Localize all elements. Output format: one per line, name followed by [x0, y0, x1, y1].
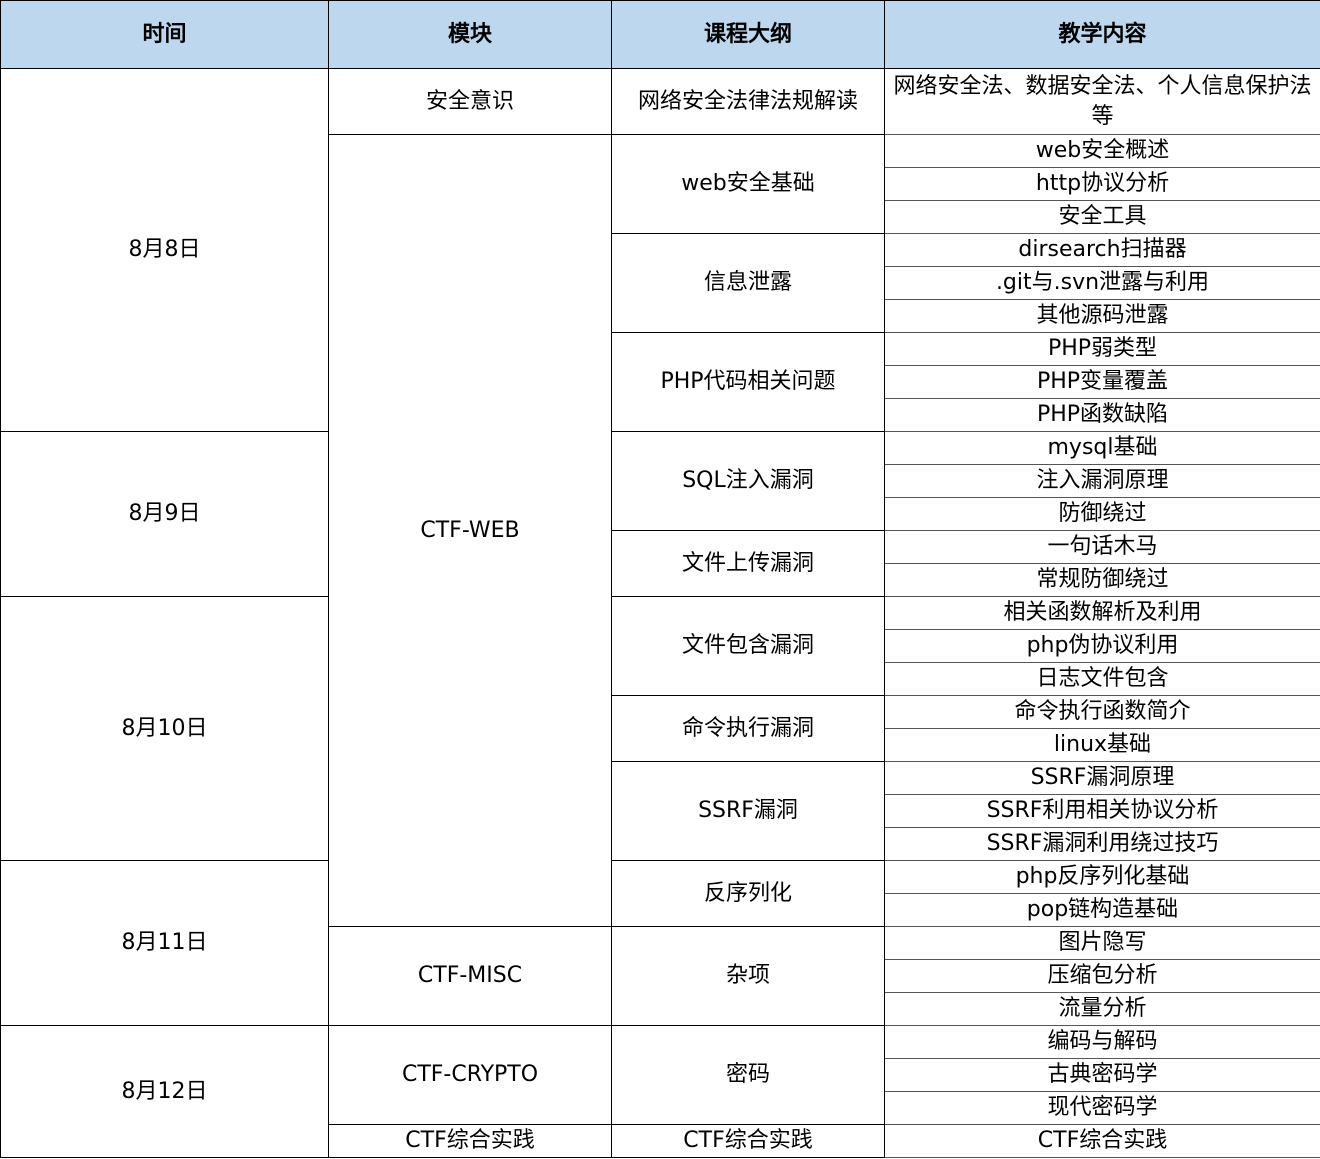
header-time: 时间 [0, 0, 329, 69]
date-cell: 8月12日 [0, 1025, 329, 1158]
table-row: 防御绕过 [1, 497, 1320, 531]
content-cell: 编码与解码 [884, 1025, 1320, 1059]
content-cell: SSRF漏洞原理 [884, 761, 1320, 795]
table-row: 8月8日 安全意识 网络安全法律法规解读 网络安全法、数据安全法、个人信息保护法等 [0, 68, 1320, 432]
table-row: 命令执行漏洞 命令执行函数简介 [1, 695, 1320, 762]
content-cell: .git与.svn泄露与利用 [884, 266, 1320, 300]
table-row: 8月10日 文件包含漏洞 相关函数解析及利用 [0, 596, 1320, 861]
content-cell: 一句话木马 [884, 530, 1320, 564]
outline-cell: CTF综合实践 [611, 1124, 885, 1158]
module-cell: CTF-MISC [328, 926, 612, 1026]
header-module: 模块 [328, 0, 612, 69]
content-cell: 古典密码学 [884, 1058, 1320, 1092]
outline-cell: PHP代码相关问题 [611, 332, 885, 432]
content-cell: SSRF利用相关协议分析 [884, 794, 1320, 828]
content-cell: http协议分析 [884, 167, 1320, 201]
content-cell: 压缩包分析 [884, 959, 1320, 993]
content-cell: 命令执行函数简介 [884, 695, 1320, 729]
table-row: PHP代码相关问题 PHP弱类型 [1, 332, 1320, 432]
content-cell: 安全工具 [884, 200, 1320, 234]
module-cell: CTF-WEB [328, 134, 612, 927]
table-row: 流量分析 [1, 992, 1320, 1026]
content-cell: 其他源码泄露 [884, 299, 1320, 333]
table-row: 现代密码学 [1, 1091, 1320, 1125]
table-row: 8月9日 SQL注入漏洞 mysql基础 [0, 431, 1320, 597]
table-row: 8月11日 反序列化 php反序列化基础 [0, 860, 1320, 1026]
table-row: CTF-WEB web安全基础 web安全概述 [1, 134, 1320, 927]
table-row: 日志文件包含 [1, 662, 1320, 696]
outline-cell: 信息泄露 [611, 233, 885, 333]
content-cell: mysql基础 [884, 431, 1320, 465]
content-cell: CTF综合实践 [884, 1124, 1320, 1158]
module-cell: CTF综合实践 [328, 1124, 612, 1158]
outline-cell: 文件包含漏洞 [611, 596, 885, 696]
table-row: 常规防御绕过 [1, 563, 1320, 597]
outline-cell: 杂项 [611, 926, 885, 1026]
content-cell: web安全概述 [884, 134, 1320, 168]
content-cell: PHP变量覆盖 [884, 365, 1320, 399]
outline-cell: 网络安全法律法规解读 [611, 68, 885, 135]
content-cell: 防御绕过 [884, 497, 1320, 531]
table-row: 8月12日 CTF-CRYPTO 密码 编码与解码 [0, 1025, 1320, 1158]
table-row: 压缩包分析 [1, 959, 1320, 993]
content-cell: dirsearch扫描器 [884, 233, 1320, 267]
content-cell: php伪协议利用 [884, 629, 1320, 663]
table-row: 古典密码学 [1, 1058, 1320, 1092]
module-cell: CTF-CRYPTO [328, 1025, 612, 1125]
header-outline: 课程大纲 [611, 0, 885, 69]
outline-cell: 密码 [611, 1025, 885, 1125]
content-cell: pop链构造基础 [884, 893, 1320, 927]
content-cell: php反序列化基础 [884, 860, 1320, 894]
content-cell: 流量分析 [884, 992, 1320, 1026]
header-row: 时间 模块 课程大纲 教学内容 [0, 0, 1320, 69]
content-cell: PHP弱类型 [884, 332, 1320, 366]
table-row: CTF综合实践 CTF综合实践 CTF综合实践 [1, 1124, 1320, 1158]
header-content: 教学内容 [884, 0, 1320, 69]
content-cell: 常规防御绕过 [884, 563, 1320, 597]
table-row: .git与.svn泄露与利用 [1, 266, 1320, 300]
date-cell: 8月11日 [0, 860, 329, 1026]
date-cell: 8月8日 [0, 68, 329, 432]
outline-cell: SQL注入漏洞 [611, 431, 885, 531]
outline-cell: web安全基础 [611, 134, 885, 234]
content-cell: 图片隐写 [884, 926, 1320, 960]
outline-cell: 文件上传漏洞 [611, 530, 885, 597]
content-cell: 注入漏洞原理 [884, 464, 1320, 498]
outline-cell: 命令执行漏洞 [611, 695, 885, 762]
table-row: linux基础 [1, 728, 1320, 762]
table-row: SSRF漏洞利用绕过技巧 [1, 827, 1320, 861]
content-cell: 日志文件包含 [884, 662, 1320, 696]
table-row: SSRF漏洞 SSRF漏洞原理 [1, 761, 1320, 861]
content-cell: 现代密码学 [884, 1091, 1320, 1125]
outline-cell: SSRF漏洞 [611, 761, 885, 861]
content-cell: 网络安全法、数据安全法、个人信息保护法等 [884, 68, 1320, 135]
table-row: 文件上传漏洞 一句话木马 [1, 530, 1320, 597]
content-cell: SSRF漏洞利用绕过技巧 [884, 827, 1320, 861]
table-row: PHP变量覆盖 [1, 365, 1320, 399]
content-cell: linux基础 [884, 728, 1320, 762]
content-cell: PHP函数缺陷 [884, 398, 1320, 432]
content-cell: 相关函数解析及利用 [884, 596, 1320, 630]
module-cell: 安全意识 [328, 68, 612, 135]
date-cell: 8月9日 [0, 431, 329, 597]
outline-cell: 反序列化 [611, 860, 885, 927]
date-cell: 8月10日 [0, 596, 329, 861]
